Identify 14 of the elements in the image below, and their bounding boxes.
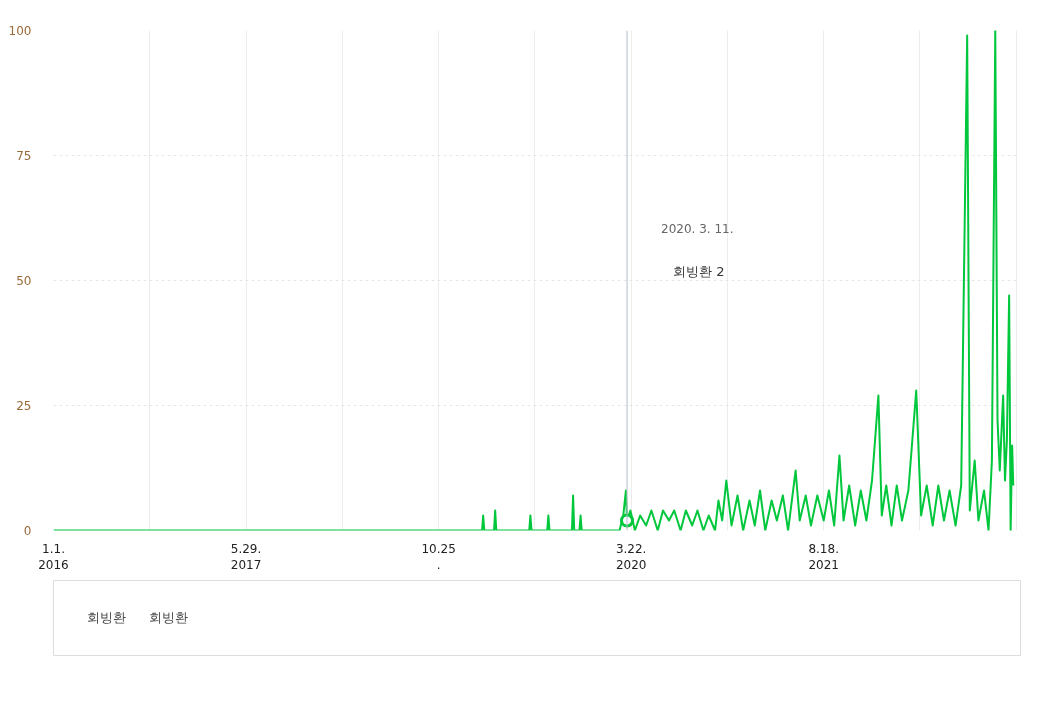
- y-tick-label: 0: [23, 524, 32, 538]
- y-tick-label: 100: [8, 24, 32, 38]
- x-tick-label: 10.25 .: [421, 541, 456, 573]
- y-tick-label: 75: [16, 149, 32, 163]
- annotation: 2020. 3. 11.: [661, 221, 734, 236]
- x-tick-label: 5.29. 2017: [230, 541, 262, 573]
- y-tick-label: 25: [16, 399, 32, 413]
- text: 회빙환: [149, 608, 188, 627]
- annotation: 회빙환 2: [673, 263, 725, 279]
- y-tick-label: 50: [16, 274, 32, 288]
- x-tick-label: 3.22. 2020: [615, 541, 647, 573]
- x-tick-label: 8.18. 2021: [808, 541, 839, 573]
- text: 회빙환: [87, 608, 126, 627]
- x-tick-label: 1.1. 2016: [38, 541, 69, 573]
